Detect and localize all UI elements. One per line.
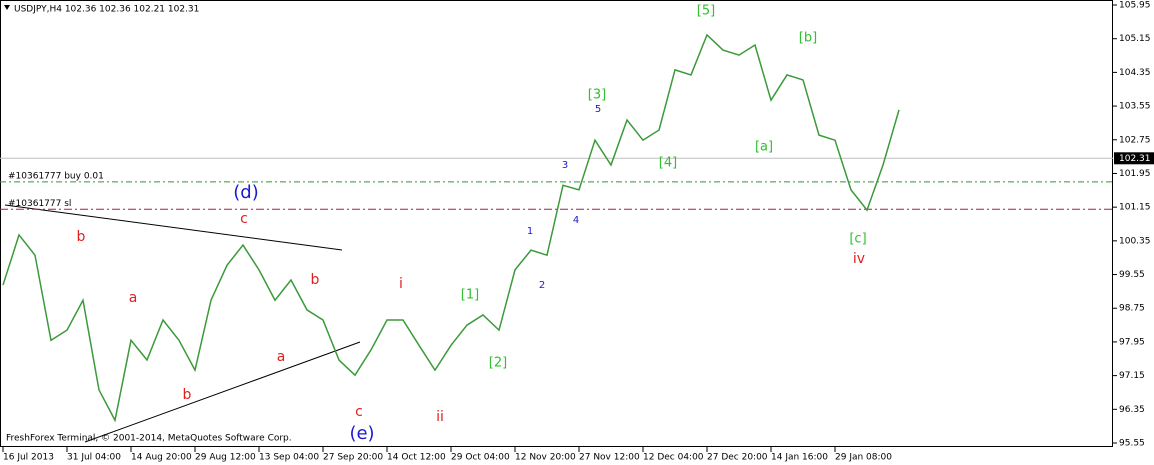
symbol-header: USDJPY,H4 102.36 102.36 102.21 102.31 [14, 5, 199, 15]
y-tick-label: 105.95 [1119, 1, 1151, 11]
wave-label: [b] [799, 31, 817, 46]
x-tick-label: 31 Jul 04:00 [67, 453, 121, 463]
wave-label: a [129, 290, 138, 306]
last-price-box [1114, 152, 1154, 165]
x-tick-label: 12 Nov 20:00 [515, 453, 576, 463]
wave-label: 1 [527, 226, 533, 237]
x-tick-label: 16 Jul 2013 [3, 453, 54, 463]
y-tick-label: 100.35 [1119, 236, 1151, 246]
y-tick-label: 101.95 [1119, 169, 1151, 179]
wave-label: 5 [595, 104, 601, 115]
wave-label: [3] [588, 88, 606, 103]
menu-arrow[interactable] [4, 5, 10, 10]
y-tick-label: 95.55 [1119, 439, 1145, 449]
wave-label: (e) [349, 423, 374, 444]
wave-label: ii [436, 409, 444, 425]
plot-frame [0, 0, 1113, 447]
copyright: FreshForex Terminal, © 2001-2014, MetaQu… [6, 434, 292, 444]
trend-line [4, 204, 343, 251]
x-tick-label: 29 Oct 04:00 [451, 453, 510, 463]
wave-label: b [311, 272, 320, 288]
wave-label: c [355, 404, 363, 420]
wave-label: [4] [659, 156, 677, 171]
x-tick-label: 14 Aug 20:00 [131, 453, 192, 463]
wave-label: b [183, 387, 192, 403]
y-tick-label: 104.35 [1119, 68, 1151, 78]
x-tick-label: 27 Nov 12:00 [579, 453, 640, 463]
x-tick-label: 13 Sep 04:00 [259, 453, 319, 463]
wave-label: [5] [697, 4, 715, 19]
y-tick-label: 97.95 [1119, 337, 1145, 347]
wave-label: a [277, 349, 286, 365]
y-tick-label: 103.55 [1119, 102, 1151, 112]
x-tick-label: 14 Oct 12:00 [387, 453, 446, 463]
y-tick-label: 96.35 [1119, 405, 1145, 415]
wave-label: 3 [562, 160, 568, 171]
order-label: #10361777 sl [8, 199, 71, 209]
wave-label: [1] [461, 288, 479, 303]
y-tick-label: 101.15 [1119, 203, 1151, 213]
wave-label: [2] [489, 356, 507, 371]
wave-label: b [77, 229, 86, 245]
y-tick-label: 102.75 [1119, 135, 1151, 145]
y-tick-label: 98.75 [1119, 304, 1145, 314]
x-tick-label: 27 Sep 20:00 [323, 453, 383, 463]
wave-label: 2 [539, 280, 545, 291]
wave-label: c [240, 211, 248, 227]
x-tick-label: 14 Jan 16:00 [771, 453, 828, 463]
x-tick-label: 29 Jan 08:00 [835, 453, 892, 463]
x-tick-label: 27 Dec 20:00 [707, 453, 768, 463]
wave-label: [c] [849, 232, 866, 247]
x-tick-label: 29 Aug 12:00 [195, 453, 256, 463]
wave-label: 4 [573, 215, 579, 226]
last-price-label: 102.31 [1119, 154, 1151, 164]
price-line [2, 33, 900, 423]
y-tick-label: 97.15 [1119, 371, 1145, 381]
wave-label: i [399, 276, 403, 292]
wave-label: [a] [755, 140, 773, 155]
order-label: #10361777 buy 0.01 [8, 171, 104, 181]
y-tick-label: 105.15 [1119, 34, 1151, 44]
trend-line [84, 341, 361, 443]
wave-label: (d) [233, 182, 258, 203]
x-tick-label: 12 Dec 04:00 [643, 453, 704, 463]
wave-label: iv [853, 251, 865, 267]
y-tick-label: 99.55 [1119, 270, 1145, 280]
